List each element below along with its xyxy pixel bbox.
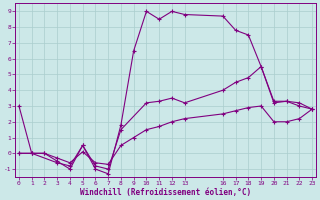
X-axis label: Windchill (Refroidissement éolien,°C): Windchill (Refroidissement éolien,°C) (80, 188, 251, 197)
